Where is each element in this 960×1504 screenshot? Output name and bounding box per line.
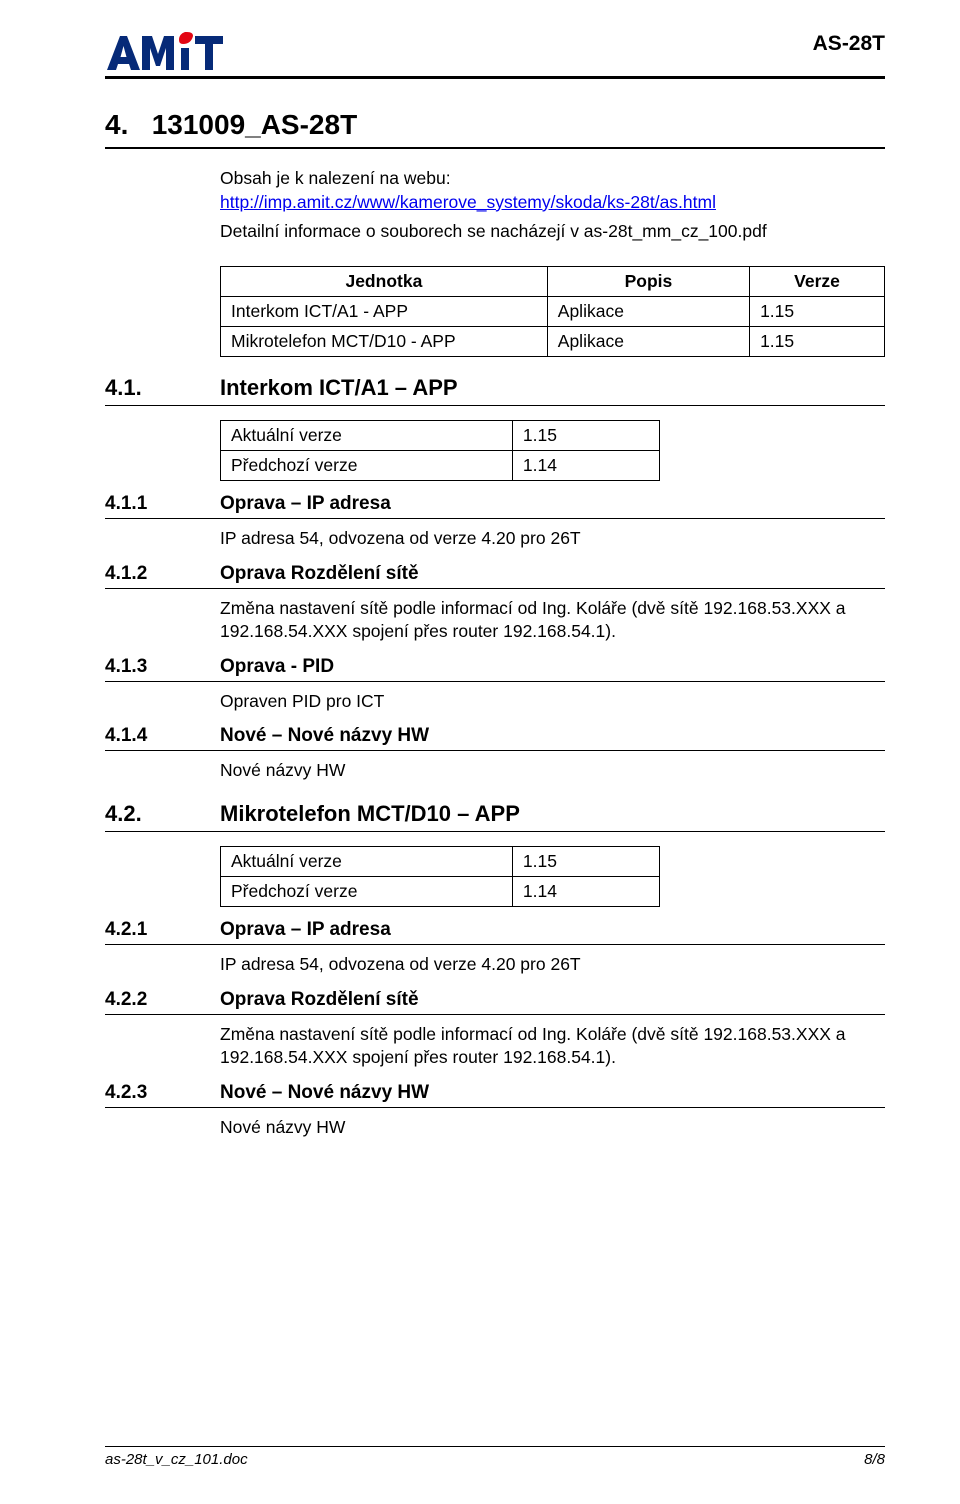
h3-num: 4.2.2: [105, 989, 220, 1011]
h3-num: 4.2.1: [105, 919, 220, 941]
body-411: IP adresa 54, odvozena od verze 4.20 pro…: [220, 527, 885, 551]
table-row: Předchozí verze 1.14: [221, 877, 660, 907]
body-413: Opraven PID pro ICT: [220, 690, 885, 714]
cell: 1.15: [512, 420, 659, 450]
col-popis: Popis: [547, 266, 749, 296]
h3-text: Oprava - PID: [220, 656, 334, 678]
h3-414: 4.1.4 Nové – Nové názvy HW: [105, 725, 885, 751]
table-row: Aktuální verze 1.15: [221, 847, 660, 877]
h3-num: 4.1.1: [105, 493, 220, 515]
page-header: AS-28T: [105, 32, 885, 79]
body-423: Nové názvy HW: [220, 1116, 885, 1140]
body-422: Změna nastavení sítě podle informací od …: [220, 1023, 885, 1070]
h3-text: Nové – Nové názvy HW: [220, 1082, 429, 1104]
h3-411: 4.1.1 Oprava – IP adresa: [105, 493, 885, 519]
h1-text: 131009_AS-28T: [152, 109, 357, 140]
cell: 1.15: [512, 847, 659, 877]
h1-title: 4. 131009_AS-28T: [105, 109, 885, 149]
h1-num: 4.: [105, 109, 128, 140]
col-verze: Verze: [750, 266, 885, 296]
h3-num: 4.1.2: [105, 563, 220, 585]
logo: [105, 32, 225, 72]
cell: 1.14: [512, 877, 659, 907]
h2-42: 4.2. Mikrotelefon MCT/D10 – APP: [105, 801, 885, 832]
table-header-row: Jednotka Popis Verze: [221, 266, 885, 296]
footer-filename: as-28t_v_cz_101.doc: [105, 1451, 248, 1468]
cell: 1.15: [750, 326, 885, 356]
body-412: Změna nastavení sítě podle informací od …: [220, 597, 885, 644]
document-id: AS-28T: [813, 32, 885, 56]
body-421: IP adresa 54, odvozena od verze 4.20 pro…: [220, 953, 885, 977]
cell: Aplikace: [547, 296, 749, 326]
h3-text: Oprava Rozdělení sítě: [220, 563, 419, 585]
col-jednotka: Jednotka: [221, 266, 548, 296]
cell: Aplikace: [547, 326, 749, 356]
table-row: Mikrotelefon MCT/D10 - APP Aplikace 1.15: [221, 326, 885, 356]
cell: Předchozí verze: [221, 450, 513, 480]
h2-text: Interkom ICT/A1 – APP: [220, 375, 458, 401]
cell: Předchozí verze: [221, 877, 513, 907]
cell: Mikrotelefon MCT/D10 - APP: [221, 326, 548, 356]
footer-page: 8/8: [864, 1451, 885, 1468]
h2-text: Mikrotelefon MCT/D10 – APP: [220, 801, 520, 827]
cell: 1.15: [750, 296, 885, 326]
h3-413: 4.1.3 Oprava - PID: [105, 656, 885, 682]
units-table: Jednotka Popis Verze Interkom ICT/A1 - A…: [220, 266, 885, 357]
table-row: Interkom ICT/A1 - APP Aplikace 1.15: [221, 296, 885, 326]
h3-num: 4.1.4: [105, 725, 220, 747]
h3-text: Oprava – IP adresa: [220, 493, 391, 515]
h3-text: Oprava Rozdělení sítě: [220, 989, 419, 1011]
cell: Interkom ICT/A1 - APP: [221, 296, 548, 326]
cell: 1.14: [512, 450, 659, 480]
table-row: Předchozí verze 1.14: [221, 450, 660, 480]
h2-num: 4.2.: [105, 801, 220, 827]
intro-line1: Obsah je k nalezení na webu:: [220, 167, 885, 191]
cell: Aktuální verze: [221, 847, 513, 877]
page-footer: as-28t_v_cz_101.doc 8/8: [105, 1446, 885, 1468]
version-table-41: Aktuální verze 1.15 Předchozí verze 1.14: [220, 420, 660, 481]
h3-num: 4.2.3: [105, 1082, 220, 1104]
h3-num: 4.1.3: [105, 656, 220, 678]
h3-422: 4.2.2 Oprava Rozdělení sítě: [105, 989, 885, 1015]
body-414: Nové názvy HW: [220, 759, 885, 783]
version-table-42: Aktuální verze 1.15 Předchozí verze 1.14: [220, 846, 660, 907]
h3-text: Nové – Nové názvy HW: [220, 725, 429, 747]
h2-41: 4.1. Interkom ICT/A1 – APP: [105, 375, 885, 406]
h2-num: 4.1.: [105, 375, 220, 401]
cell: Aktuální verze: [221, 420, 513, 450]
h3-423: 4.2.3 Nové – Nové názvy HW: [105, 1082, 885, 1108]
h3-text: Oprava – IP adresa: [220, 919, 391, 941]
intro-link[interactable]: http://imp.amit.cz/www/kamerove_systemy/…: [220, 192, 716, 212]
intro-block: Obsah je k nalezení na webu: http://imp.…: [220, 167, 885, 244]
h3-421: 4.2.1 Oprava – IP adresa: [105, 919, 885, 945]
table-row: Aktuální verze 1.15: [221, 420, 660, 450]
h3-412: 4.1.2 Oprava Rozdělení sítě: [105, 563, 885, 589]
intro-line2: Detailní informace o souborech se nacház…: [220, 220, 885, 244]
